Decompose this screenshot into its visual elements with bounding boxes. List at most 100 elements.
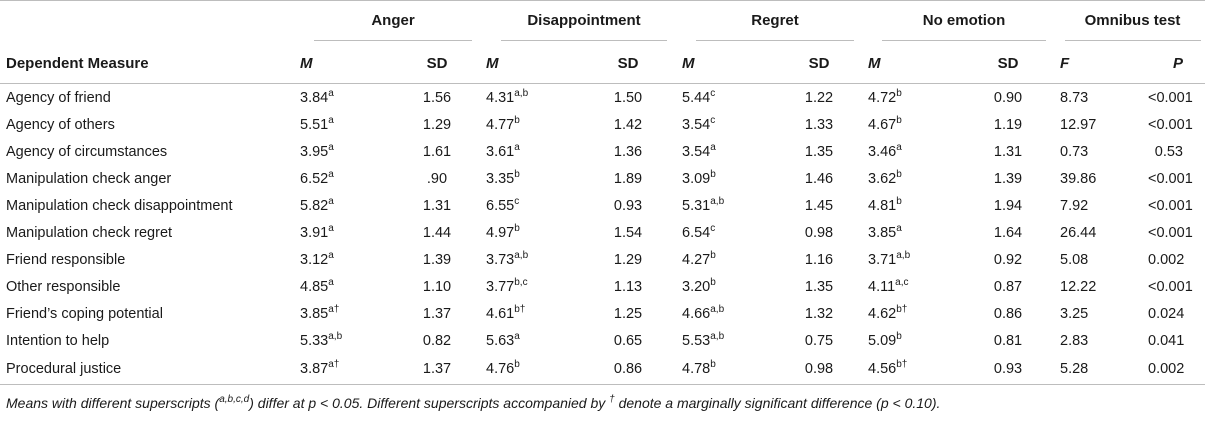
cell-superscript: a,b <box>896 249 911 261</box>
table-body: Agency of friend 3.84a 1.56 4.31a,b 1.50 5.44… <box>0 84 1205 385</box>
cell-value: 4.56 <box>868 361 897 377</box>
table-row: Friend’s coping potential 3.85a† 1.37 4.61b… <box>0 300 1205 327</box>
cell-value: 1.33 <box>804 116 834 133</box>
header-group-label: Omnibus test <box>1064 3 1201 41</box>
table-cell: 3.87a† <box>300 354 388 385</box>
row-label: Agency of others <box>6 116 115 133</box>
header-group-label: Anger <box>314 3 472 41</box>
table-cell: 1.19 <box>956 111 1060 138</box>
results-table: Anger Disappointment Regret No emotion O… <box>0 0 1205 385</box>
cell-value: 1.22 <box>804 89 834 106</box>
cell-superscript: b <box>896 330 902 342</box>
cell-value: 5.33 <box>300 332 329 349</box>
cell-value: 2.83 <box>1060 332 1089 349</box>
table-cell: 1.94 <box>956 192 1060 219</box>
cell-superscript: a <box>710 141 716 153</box>
table-cell: 1.46 <box>770 165 868 192</box>
cell-value: 0.98 <box>804 361 834 377</box>
table-cell: 0.90 <box>956 84 1060 112</box>
table-cell: 1.10 <box>388 273 486 300</box>
cell-value: 7.92 <box>1060 197 1089 214</box>
table-cell: 5.63a <box>486 327 574 354</box>
cell-value: 12.97 <box>1060 116 1097 133</box>
table-cell: 1.32 <box>770 300 868 327</box>
table-cell: 3.46a <box>868 138 956 165</box>
cell-value: <0.001 <box>1148 278 1193 295</box>
cell-superscript: a,c <box>895 276 909 288</box>
cell-value: 1.44 <box>422 224 452 241</box>
cell-value: 1.56 <box>422 89 452 106</box>
table-cell: 1.31 <box>956 138 1060 165</box>
cell-value: 4.77 <box>486 116 515 133</box>
table-cell: 1.54 <box>574 219 682 246</box>
header-m: M <box>682 43 770 84</box>
cell-value: 3.61 <box>486 143 515 160</box>
row-label: Friend responsible <box>6 251 126 268</box>
table-cell: 5.28 <box>1060 354 1148 385</box>
row-label: Procedural justice <box>0 354 300 385</box>
cell-value: 3.95 <box>300 143 329 160</box>
table-cell: 1.61 <box>388 138 486 165</box>
cell-value: 1.37 <box>422 361 452 377</box>
table-cell: 1.16 <box>770 246 868 273</box>
header-sd: SD <box>770 43 868 84</box>
cell-superscript: a <box>328 141 334 153</box>
table-cell: 4.85a <box>300 273 388 300</box>
row-label: Manipulation check regret <box>6 224 173 241</box>
table-cell: 26.44 <box>1060 219 1148 246</box>
table-cell: 1.50 <box>574 84 682 112</box>
cell-value: 0.53 <box>1154 143 1183 160</box>
table-cell: 4.78b <box>682 354 770 385</box>
cell-superscript: b <box>514 222 520 234</box>
cell-value: 4.67 <box>868 116 897 133</box>
header-group-label: Regret <box>696 3 854 41</box>
cell-value: 5.31 <box>682 197 711 214</box>
cell-superscript: a <box>514 141 520 153</box>
cell-superscript: a† <box>328 359 340 370</box>
cell-superscript: b <box>514 168 520 180</box>
cell-value: 0.024 <box>1148 305 1185 322</box>
table-cell: 6.54c <box>682 219 770 246</box>
table-cell: 1.29 <box>574 246 682 273</box>
cell-value: 1.64 <box>993 224 1023 241</box>
table-cell: 0.86 <box>956 300 1060 327</box>
table-cell: 3.25 <box>1060 300 1148 327</box>
cell-value: 1.37 <box>422 305 452 322</box>
cell-value: 1.50 <box>613 89 643 106</box>
cell-superscript: b† <box>896 359 908 370</box>
cell-superscript: c <box>514 195 520 207</box>
table-cell: 5.33a,b <box>300 327 388 354</box>
table-cell: 4.77b <box>486 111 574 138</box>
cell-superscript: c <box>710 87 716 99</box>
table-row: Manipulation check anger 6.52a .90 3.35b 1.8… <box>0 165 1205 192</box>
cell-superscript: a <box>896 222 902 234</box>
cell-value: 1.39 <box>993 170 1023 187</box>
table-cell: 3.77b,c <box>486 273 574 300</box>
cell-value: 3.54 <box>682 116 711 133</box>
table-cell: 1.36 <box>574 138 682 165</box>
table-cell: 3.12a <box>300 246 388 273</box>
cell-value: 3.77 <box>486 278 515 295</box>
table-cell: 0.93 <box>574 192 682 219</box>
cell-value: 4.85 <box>300 278 329 295</box>
cell-superscript: a <box>328 276 334 288</box>
cell-value: <0.001 <box>1148 197 1193 214</box>
cell-superscript: a,b <box>710 195 725 207</box>
table-cell: 5.09b <box>868 327 956 354</box>
table-cell: 0.65 <box>574 327 682 354</box>
cell-value: 4.72 <box>868 89 897 106</box>
table-cell: 1.45 <box>770 192 868 219</box>
table-cell: 1.37 <box>388 354 486 385</box>
footnote-text: Means with different superscripts ( <box>6 395 220 411</box>
cell-superscript: b <box>896 114 902 126</box>
table-cell: 7.92 <box>1060 192 1148 219</box>
cell-value: 0.93 <box>993 361 1023 377</box>
cell-value: 0.002 <box>1148 361 1185 377</box>
table-cell: 0.87 <box>956 273 1060 300</box>
cell-value: 0.81 <box>993 332 1023 349</box>
table-cell: 3.54c <box>682 111 770 138</box>
cell-superscript: b <box>710 359 716 370</box>
table-cell: 5.51a <box>300 111 388 138</box>
table-cell: 0.82 <box>388 327 486 354</box>
cell-value: 1.39 <box>422 251 452 268</box>
